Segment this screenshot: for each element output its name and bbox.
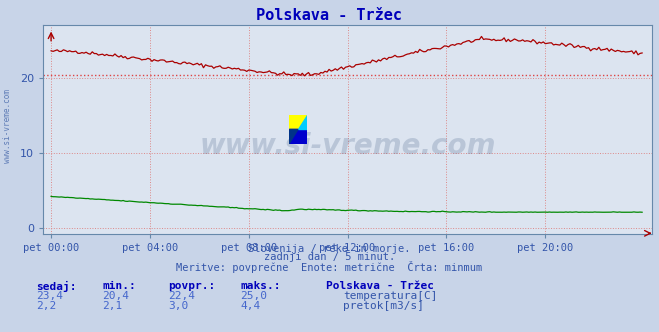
Text: Polskava - Tržec: Polskava - Tržec xyxy=(326,281,434,290)
Text: maks.:: maks.: xyxy=(241,281,281,290)
Text: povpr.:: povpr.: xyxy=(168,281,215,290)
Polygon shape xyxy=(289,129,307,144)
Text: 4,4: 4,4 xyxy=(241,301,261,311)
Text: 22,4: 22,4 xyxy=(168,291,195,301)
Text: 3,0: 3,0 xyxy=(168,301,188,311)
Text: 2,1: 2,1 xyxy=(102,301,123,311)
Text: www.si-vreme.com: www.si-vreme.com xyxy=(3,89,13,163)
Text: 2,2: 2,2 xyxy=(36,301,57,311)
Text: 25,0: 25,0 xyxy=(241,291,268,301)
Polygon shape xyxy=(298,115,307,129)
Text: Slovenija / reke in morje.: Slovenija / reke in morje. xyxy=(248,244,411,254)
Text: 20,4: 20,4 xyxy=(102,291,129,301)
Text: 23,4: 23,4 xyxy=(36,291,63,301)
Text: Meritve: povprečne  Enote: metrične  Črta: minmum: Meritve: povprečne Enote: metrične Črta:… xyxy=(177,261,482,273)
Text: pretok[m3/s]: pretok[m3/s] xyxy=(343,301,424,311)
Text: sedaj:: sedaj: xyxy=(36,281,76,291)
Text: www.si-vreme.com: www.si-vreme.com xyxy=(200,132,496,160)
Text: zadnji dan / 5 minut.: zadnji dan / 5 minut. xyxy=(264,252,395,262)
Text: Polskava - Tržec: Polskava - Tržec xyxy=(256,8,403,23)
Text: temperatura[C]: temperatura[C] xyxy=(343,291,438,301)
Text: min.:: min.: xyxy=(102,281,136,290)
Polygon shape xyxy=(289,115,307,129)
Polygon shape xyxy=(289,129,298,144)
